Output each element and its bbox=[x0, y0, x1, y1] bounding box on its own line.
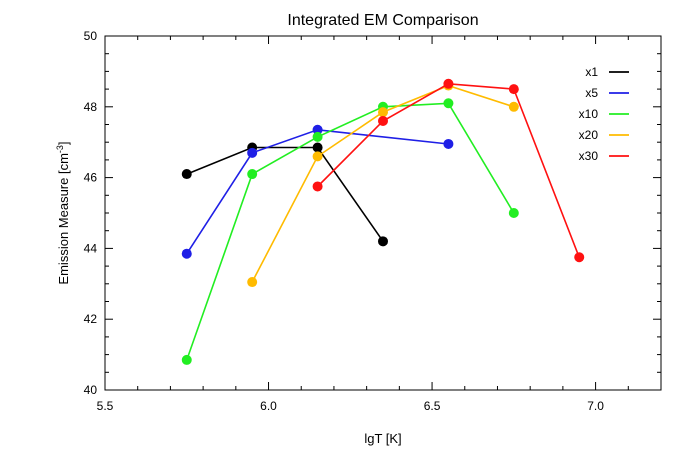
series-x30 bbox=[312, 78, 585, 263]
series-x5 bbox=[181, 124, 454, 259]
data-point-x30 bbox=[378, 115, 388, 126]
series-x20 bbox=[247, 80, 519, 288]
axis-ticks: 5.5 6.0 6.5 7.0 40 42 44 46 48 50 bbox=[84, 29, 662, 413]
data-point-x10 bbox=[508, 208, 519, 218]
data-point-x20 bbox=[508, 101, 519, 112]
data-point-x1 bbox=[181, 169, 192, 180]
series-x10 bbox=[181, 98, 519, 365]
legend-item-x10: x10 bbox=[579, 107, 629, 121]
legend-item-x20: x20 bbox=[579, 128, 629, 142]
legend-item-x1: x1 bbox=[585, 65, 629, 79]
legend-label: x20 bbox=[579, 128, 599, 142]
y-tick-label: 48 bbox=[84, 100, 98, 114]
legend: x1 x5 x10 x20 x30 bbox=[579, 65, 629, 163]
data-point-x10 bbox=[247, 169, 258, 180]
x-axis-title: lgT [K] bbox=[364, 431, 401, 446]
y-axis-title-main: Emission Measure [cm bbox=[56, 153, 71, 284]
y-axis-title: Emission Measure [cm-3] bbox=[55, 141, 71, 284]
data-point-x20 bbox=[247, 277, 258, 288]
x-tick-label: 7.0 bbox=[587, 399, 604, 413]
data-point-x5 bbox=[312, 124, 323, 135]
y-tick-label: 40 bbox=[84, 383, 98, 397]
series-x1 bbox=[181, 142, 388, 247]
data-point-x5 bbox=[443, 138, 454, 149]
x-tick-label: 6.5 bbox=[424, 399, 441, 413]
data-point-x10 bbox=[181, 354, 192, 365]
data-point-x30 bbox=[443, 78, 454, 89]
data-point-x10 bbox=[312, 131, 323, 142]
y-tick-label: 50 bbox=[84, 29, 98, 43]
x-tick-label: 5.5 bbox=[97, 399, 114, 413]
series-line-x5 bbox=[186, 128, 449, 255]
y-axis-title-exponent: -3 bbox=[55, 145, 65, 153]
series-line-x10 bbox=[186, 102, 515, 361]
y-tick-label: 44 bbox=[84, 241, 98, 255]
legend-label: x1 bbox=[585, 65, 598, 79]
x-tick-label: 6.0 bbox=[260, 399, 277, 413]
data-point-x1 bbox=[378, 236, 388, 247]
y-axis-title-close: ] bbox=[56, 141, 71, 145]
data-point-x30 bbox=[574, 252, 585, 263]
legend-label: x5 bbox=[585, 86, 598, 100]
y-tick-label: 42 bbox=[84, 312, 98, 326]
legend-item-x30: x30 bbox=[579, 149, 629, 163]
data-point-x5 bbox=[181, 248, 192, 259]
legend-item-x5: x5 bbox=[585, 86, 629, 100]
data-point-x20 bbox=[378, 107, 388, 118]
data-point-x1 bbox=[312, 142, 323, 153]
data-point-x30 bbox=[508, 84, 519, 95]
y-tick-label: 46 bbox=[84, 171, 98, 185]
series-line-x30 bbox=[317, 82, 580, 258]
plot-frame bbox=[104, 35, 662, 391]
series-layer bbox=[181, 78, 585, 365]
data-point-x5 bbox=[247, 147, 258, 158]
legend-label: x10 bbox=[579, 107, 599, 121]
chart-title: Integrated EM Comparison bbox=[287, 12, 478, 29]
legend-label: x30 bbox=[579, 149, 599, 163]
data-point-x10 bbox=[443, 98, 454, 109]
data-point-x20 bbox=[312, 151, 323, 162]
series-line-x1 bbox=[186, 146, 384, 242]
data-point-x30 bbox=[312, 181, 323, 192]
